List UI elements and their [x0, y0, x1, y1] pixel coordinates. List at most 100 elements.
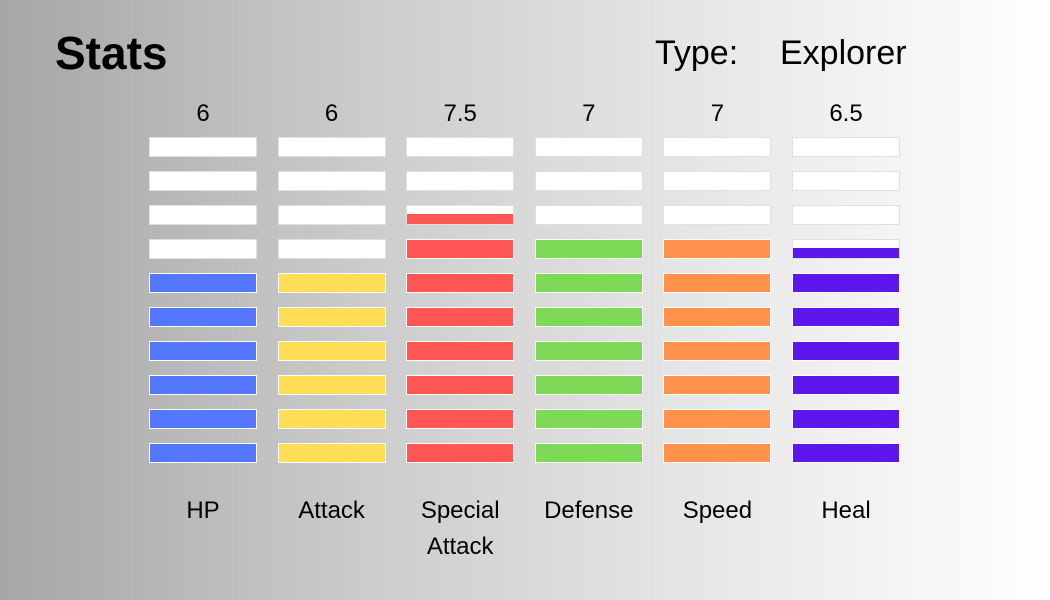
stat-bar-segment	[792, 307, 900, 327]
stat-bar-segment	[792, 205, 900, 225]
stat-bar-fill	[664, 308, 771, 326]
stat-bar-segment	[406, 443, 515, 463]
stat-bar-fill	[793, 308, 899, 326]
stat-bar-segment	[277, 205, 386, 225]
stat-bar-segment	[792, 137, 900, 157]
stat-bar-segment	[663, 205, 772, 225]
stat-bar-fill	[150, 410, 256, 428]
stat-bar-segment	[277, 375, 386, 395]
stat-bar-fill	[407, 214, 514, 224]
stat-bar-segment	[406, 307, 515, 327]
stat-bar-segment	[406, 171, 515, 191]
stat-bar-fill	[535, 444, 642, 462]
stat-bar-fill	[535, 342, 642, 360]
stat-bar-segment	[663, 375, 772, 395]
stat-bar-fill	[535, 274, 642, 292]
stat-bar-segment	[792, 239, 900, 259]
stat-bar-segment	[663, 443, 772, 463]
stat-bar-segment	[792, 171, 900, 191]
stat-bar-fill	[150, 376, 256, 394]
type-label: Type:	[655, 34, 739, 72]
stat-bar-segment	[406, 409, 515, 429]
page-title: Stats	[55, 27, 168, 79]
stat-bar-fill	[407, 410, 514, 428]
stat-bar-segment	[149, 443, 257, 463]
stat-bar-segment	[277, 273, 386, 293]
stat-bar-fill	[664, 342, 771, 360]
stat-bar-fill	[664, 444, 771, 462]
stat-bar-fill	[793, 274, 899, 292]
stat-bar-fill	[535, 308, 642, 326]
stat-bar-segment	[406, 341, 515, 361]
stat-bar-fill	[278, 376, 385, 394]
stat-value: 6	[196, 100, 210, 127]
stat-bar-segment	[277, 137, 386, 157]
stat-bar-segment	[663, 409, 772, 429]
stat-bar-fill	[664, 410, 771, 428]
stat-label: Attack	[298, 497, 365, 524]
stat-bar-segment	[792, 341, 900, 361]
stat-bar-fill	[278, 342, 385, 360]
stat-bar-fill	[278, 410, 385, 428]
stat-label: Heal	[821, 497, 871, 524]
stat-bar-segment	[534, 443, 643, 463]
stat-bar-segment	[534, 239, 643, 259]
stat-bar-segment	[663, 137, 772, 157]
stat-value: 7	[582, 100, 596, 127]
stat-bar-fill	[278, 444, 385, 462]
stat-bar-segment	[406, 375, 515, 395]
stat-label: Speed	[682, 497, 753, 524]
stat-value: 7.5	[443, 100, 477, 127]
stat-bar-segment	[277, 171, 386, 191]
stat-bar-segment	[663, 341, 772, 361]
stat-bar-segment	[534, 205, 643, 225]
stat-bar-fill	[793, 410, 899, 428]
stat-bar-segment	[663, 273, 772, 293]
stat-bar-segment	[534, 409, 643, 429]
type-value: Explorer	[780, 34, 907, 72]
stat-value: 6.5	[829, 100, 863, 127]
stat-bar-fill	[407, 376, 514, 394]
stat-bar-segment	[149, 205, 257, 225]
stat-bar-segment	[149, 375, 257, 395]
stat-bar-fill	[664, 376, 771, 394]
stat-bar-fill	[664, 240, 771, 258]
stat-bar-segment	[149, 137, 257, 157]
stat-bar-fill	[535, 376, 642, 394]
stat-bar-fill	[793, 376, 899, 394]
stat-bar-fill	[535, 410, 642, 428]
stat-bar-segment	[149, 273, 257, 293]
stat-bar-segment	[663, 307, 772, 327]
stat-bar-fill	[150, 342, 256, 360]
stat-bar-segment	[663, 171, 772, 191]
stat-bar-fill	[535, 240, 642, 258]
stat-bar-segment	[406, 239, 515, 259]
stat-bar-fill	[407, 444, 514, 462]
stat-bar-segment	[277, 341, 386, 361]
stat-bar-segment	[149, 239, 257, 259]
stat-bar-fill	[407, 342, 514, 360]
stat-bar-fill	[150, 308, 256, 326]
stat-bar-fill	[150, 444, 256, 462]
stat-bar-fill	[407, 274, 514, 292]
stat-bar-segment	[534, 307, 643, 327]
stat-bar-segment	[406, 137, 515, 157]
stat-bar-segment	[149, 409, 257, 429]
stat-bar-fill	[278, 308, 385, 326]
stat-bar-fill	[150, 274, 256, 292]
stat-bar-segment	[534, 137, 643, 157]
stat-bar-segment	[277, 307, 386, 327]
stat-bar-segment	[534, 273, 643, 293]
stat-bar-segment	[149, 341, 257, 361]
stat-bar-segment	[792, 443, 900, 463]
stat-value: 7	[710, 100, 725, 127]
stat-bar-segment	[277, 409, 386, 429]
stat-value: 6	[324, 100, 339, 127]
stat-bar-segment	[663, 239, 772, 259]
stat-bar-fill	[793, 342, 899, 360]
stat-bar-segment	[149, 171, 257, 191]
stat-bar-segment	[406, 205, 515, 225]
stat-bar-segment	[534, 375, 643, 395]
stat-bar-segment	[534, 341, 643, 361]
